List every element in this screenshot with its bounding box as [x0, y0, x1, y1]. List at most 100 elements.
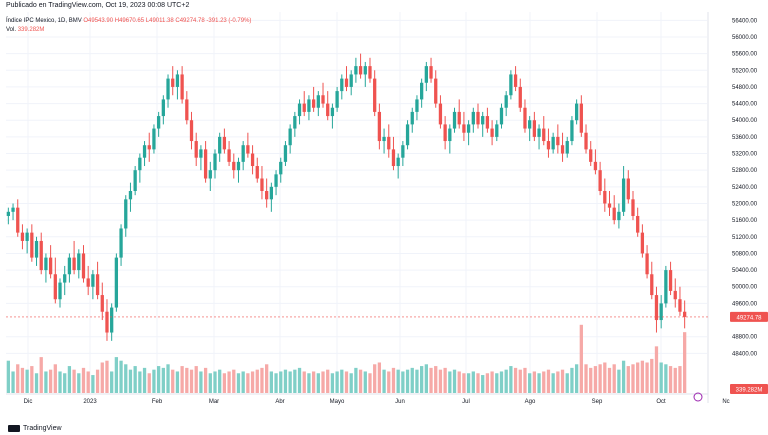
legend-open: O49543.90	[83, 18, 114, 24]
time-tick-label: Nc	[722, 399, 729, 405]
volume-bar	[593, 366, 598, 393]
candle-body	[645, 253, 649, 275]
candle-body	[67, 257, 72, 275]
candle-body	[189, 120, 194, 142]
candle-body	[668, 270, 673, 291]
price-tick-label: 52000.00	[732, 201, 758, 207]
price-tick-label: 54800.00	[732, 85, 758, 91]
candle-body	[363, 66, 367, 75]
candle-body	[650, 274, 654, 296]
volume-bar	[194, 366, 198, 393]
volume-bar	[58, 371, 62, 393]
candle-body	[354, 66, 358, 75]
candle-body	[523, 107, 527, 129]
candle-body	[603, 191, 607, 204]
price-tick-label: 52400.00	[732, 185, 758, 191]
candle-body	[147, 145, 151, 150]
candle-body	[659, 303, 663, 321]
candle-body	[574, 103, 579, 121]
candle-body	[387, 136, 391, 150]
candle-body	[53, 274, 57, 300]
candle-body	[180, 74, 184, 100]
candle-body	[321, 95, 325, 104]
candle-body	[297, 103, 302, 117]
volume-bar	[448, 371, 452, 393]
volume-bar	[269, 371, 273, 393]
candle-body	[358, 66, 363, 75]
price-tick-label: 55600.00	[732, 52, 758, 58]
candle-body	[58, 282, 62, 300]
volume-bar	[673, 367, 677, 393]
candle-body	[39, 240, 43, 271]
volume-bar	[579, 324, 583, 393]
candle-body	[589, 149, 593, 162]
volume-bar	[405, 369, 410, 393]
candle-body	[185, 99, 189, 121]
volume-bar	[556, 371, 560, 393]
candle-body	[607, 203, 612, 208]
price-tick-label: 48400.00	[732, 351, 758, 357]
lightning-icon	[693, 392, 703, 402]
price-tick-label: 53600.00	[732, 135, 758, 141]
candle-body	[199, 149, 203, 158]
candle-body	[471, 111, 475, 125]
volume-bar	[161, 367, 165, 393]
last-volume-label: 339.282M	[736, 388, 763, 394]
candle-body	[48, 257, 53, 275]
volume-bar	[147, 373, 151, 393]
time-tick-label: Jun	[395, 399, 405, 405]
candle-body	[593, 161, 598, 171]
price-tick-label: 54000.00	[732, 118, 758, 124]
candle-body	[100, 295, 104, 312]
volume-bar	[570, 367, 574, 393]
volume-bar	[401, 371, 405, 393]
candle-body	[490, 128, 494, 137]
brand-footer[interactable]: TradingView	[8, 425, 62, 432]
candle-body	[429, 66, 433, 79]
candle-body	[584, 132, 588, 150]
time-tick-label: Dic	[24, 399, 33, 405]
candle-body	[133, 170, 137, 191]
volume-bar	[114, 357, 119, 393]
candle-body	[288, 128, 292, 146]
volume-bar	[344, 371, 349, 393]
volume-bar	[11, 371, 15, 393]
candle-body	[227, 149, 231, 162]
volume-bar	[274, 373, 278, 393]
volume-bar	[377, 362, 382, 393]
volume-bar	[438, 369, 443, 393]
time-tick-label: Oct	[656, 399, 666, 405]
price-tick-label: 55200.00	[732, 68, 758, 74]
volume-bar	[387, 371, 391, 393]
volume-bar	[171, 369, 175, 393]
candle-body	[72, 257, 76, 271]
volume-bar	[250, 371, 255, 393]
candle-body	[16, 207, 20, 233]
volume-bar	[236, 373, 241, 393]
candle-body	[110, 307, 114, 333]
candle-body	[405, 124, 410, 146]
volume-bar	[340, 369, 344, 393]
volume-bar	[678, 366, 682, 393]
volume-bar	[119, 360, 123, 393]
volume-bar	[330, 373, 335, 393]
candle-body	[218, 136, 222, 154]
volume-bar	[105, 360, 109, 393]
volume-bar	[91, 375, 95, 393]
candle-body	[377, 111, 382, 142]
volume-bar	[175, 371, 180, 393]
volume-bar	[589, 367, 593, 393]
candle-body	[612, 207, 616, 221]
price-tick-label: 56400.00	[732, 18, 758, 24]
volume-bar	[100, 362, 104, 393]
legend-change: -391.23 (-0.79%)	[206, 18, 252, 24]
volume-bar	[72, 369, 76, 393]
candle-body	[518, 86, 522, 108]
volume-bar	[241, 371, 245, 393]
volume-bar	[142, 367, 147, 393]
volume-bar	[607, 367, 612, 393]
volume-bar	[260, 367, 264, 393]
volume-bar	[95, 369, 100, 393]
